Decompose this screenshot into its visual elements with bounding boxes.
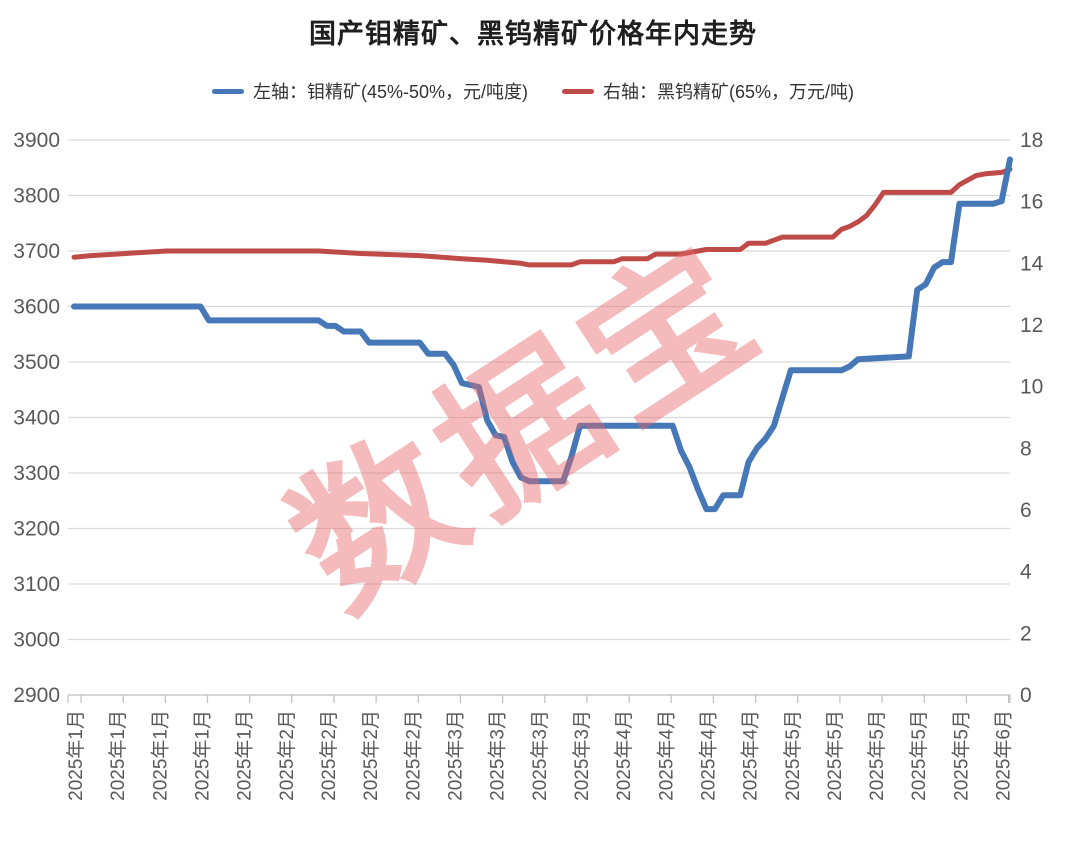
legend-swatch-blue-line: [211, 88, 244, 94]
x-axis-month-label: 2025年2月: [318, 710, 340, 801]
series-line-tungsten: [71, 166, 1013, 268]
x-axis-month-label: 2025年1月: [191, 710, 213, 801]
left-axis-tick-label: 3900: [13, 129, 60, 152]
left-axis-tick-label: 3700: [13, 240, 60, 263]
x-axis-month-label: 2025年5月: [782, 710, 804, 801]
left-axis-tick-label: 3300: [13, 462, 60, 485]
x-axis-month-label: 2025年4月: [740, 710, 762, 801]
right-axis-tick-label: 18: [1020, 129, 1043, 152]
x-axis-month-label: 2025年4月: [697, 710, 719, 801]
series-line-molybdenum: [71, 156, 1013, 513]
x-axis-month-label: 2025年3月: [444, 710, 466, 801]
legend-swatch-red-line: [562, 88, 595, 94]
right-axis-tick-label: 10: [1020, 376, 1043, 399]
legend-item-molybdenum: 左轴：钼精矿(45%-50%，元/吨度): [211, 78, 529, 104]
left-axis-tick-label: 3400: [13, 407, 60, 430]
right-axis-tick-label: 2: [1020, 622, 1032, 645]
right-axis-tick-label: 16: [1020, 191, 1043, 214]
x-axis-month-label: 2025年2月: [360, 710, 382, 801]
x-axis-month-label: 2025年5月: [950, 710, 972, 801]
x-axis-month-label: 2025年4月: [613, 710, 635, 801]
x-axis-month-label: 2025年1月: [234, 710, 256, 801]
left-axis-tick-label: 3100: [13, 573, 60, 596]
x-axis-month-label: 2025年5月: [908, 710, 930, 801]
x-axis-month-label: 2025年6月: [993, 710, 1015, 801]
x-axis-month-label: 2025年1月: [107, 710, 129, 801]
x-axis-month-label: 2025年1月: [65, 710, 87, 801]
left-axis-tick-label: 3500: [13, 351, 60, 374]
x-axis-month-label: 2025年2月: [402, 710, 424, 801]
left-axis-tick-label: 2900: [13, 684, 60, 707]
x-axis-month-label: 2025年5月: [866, 710, 888, 801]
x-axis-month-label: 2025年3月: [487, 710, 509, 801]
right-axis-tick-label: 4: [1020, 561, 1032, 584]
right-axis-tick-label: 12: [1020, 314, 1043, 337]
right-axis-tick-label: 6: [1020, 499, 1032, 522]
x-axis-month-label: 2025年4月: [655, 710, 677, 801]
left-axis-tick-label: 3000: [13, 629, 60, 652]
legend-label: 左轴：钼精矿(45%-50%，元/吨度): [252, 82, 529, 102]
x-axis-month-label: 2025年5月: [824, 710, 846, 801]
legend-item-tungsten: 右轴：黑钨精矿(65%，万元/吨): [562, 78, 854, 104]
x-axis-month-label: 2025年3月: [529, 710, 551, 801]
right-axis-tick-label: 14: [1020, 252, 1044, 275]
x-axis-month-label: 2025年1月: [149, 710, 171, 801]
x-axis-month-label: 2025年3月: [571, 710, 593, 801]
chart-title: 国产钼精矿、黑钨精矿价格年内走势: [309, 19, 757, 49]
right-axis-tick-label: 0: [1020, 684, 1032, 707]
right-axis-tick-label: 8: [1020, 437, 1032, 460]
legend-label: 右轴：黑钨精矿(65%，万元/吨): [603, 82, 855, 102]
x-axis-month-label: 2025年2月: [276, 710, 298, 801]
legend: 左轴：钼精矿(45%-50%，元/吨度) 右轴：黑钨精矿(65%，万元/吨): [0, 78, 1066, 104]
left-axis-tick-label: 3200: [13, 518, 60, 541]
left-axis-tick-label: 3600: [13, 296, 60, 319]
left-axis-tick-label: 3800: [13, 185, 60, 208]
